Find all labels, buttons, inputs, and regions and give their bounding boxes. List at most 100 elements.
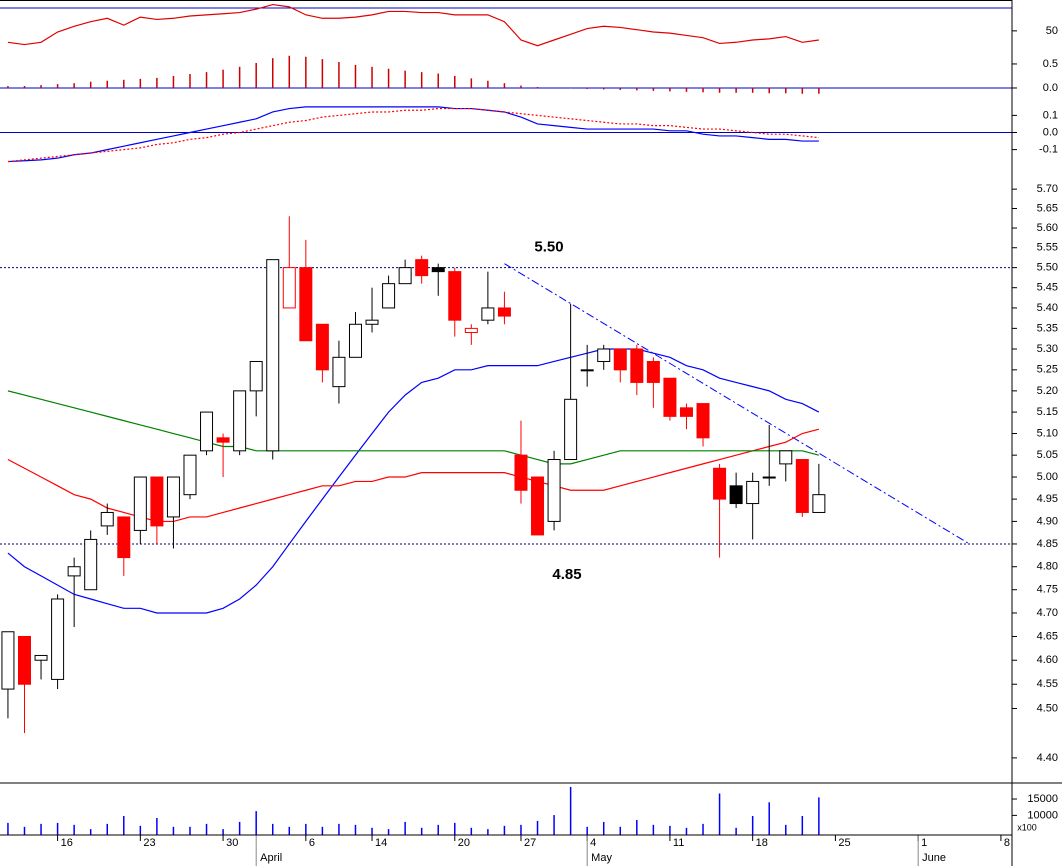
y-tick-label: 5.45: [1037, 282, 1058, 294]
y-tick-label: 4.80: [1037, 561, 1058, 573]
candle-body: [646, 360, 660, 383]
x-tick-label: 27: [524, 837, 536, 849]
candle-body: [597, 348, 611, 362]
series-line: [7, 390, 820, 465]
month-label: April: [260, 852, 282, 864]
x-tick-label: 1: [921, 837, 927, 849]
candle-body: [365, 319, 379, 325]
candle-body: [713, 467, 727, 500]
y-tick-label: 4.60: [1037, 654, 1058, 666]
y-tick-label: 5.30: [1037, 343, 1058, 355]
trendline: [504, 263, 970, 545]
candle-body: [415, 259, 429, 277]
candle-body: [332, 356, 346, 388]
x-tick-label: 14: [375, 837, 387, 849]
y-tick-label: 15000: [1027, 793, 1058, 805]
candle-body: [481, 307, 495, 321]
candle-body: [233, 390, 247, 452]
y-tick-label: 4.50: [1037, 702, 1058, 714]
candle-body: [100, 511, 114, 527]
x-tick-label: 16: [61, 837, 73, 849]
y-tick-label: 0.5: [1043, 58, 1058, 70]
y-tick-label: 5.40: [1037, 302, 1058, 314]
candle-body: [315, 323, 329, 371]
candle-body: [679, 407, 693, 417]
y-tick-label: 5.70: [1037, 183, 1058, 195]
candle-body: [564, 398, 578, 461]
candle-body: [464, 327, 478, 333]
candle-body: [266, 259, 280, 452]
candle-body: [448, 271, 462, 321]
candle-body: [51, 598, 65, 680]
x-tick-label: 18: [756, 837, 768, 849]
candle-body: [382, 283, 396, 309]
y-tick-label: 4.55: [1037, 678, 1058, 690]
candle-body: [1, 631, 15, 690]
candle-body: [547, 459, 561, 522]
candle-body: [762, 476, 776, 479]
candle-body: [299, 267, 313, 342]
line-label: 4.85: [552, 566, 581, 583]
y-tick-label: 5.15: [1037, 406, 1058, 418]
candle-body: [514, 454, 528, 491]
candle-body: [779, 450, 793, 465]
y-tick-label: 10000: [1027, 809, 1058, 821]
y-tick-label: 0.0: [1043, 82, 1058, 94]
x-tick-label: 23: [143, 837, 155, 849]
candle-body: [746, 480, 760, 505]
y-tick-label: 4.70: [1037, 607, 1058, 619]
candle-body: [216, 437, 230, 443]
y-tick-label: 5.10: [1037, 427, 1058, 439]
candle-body: [67, 566, 81, 577]
y-tick-label: 4.95: [1037, 493, 1058, 505]
candle-body: [431, 267, 445, 273]
candle-body: [812, 494, 826, 513]
candle-body: [795, 459, 809, 513]
candle-body: [630, 348, 644, 383]
y-tick-label: 5.00: [1037, 471, 1058, 483]
y-tick-label: 5.50: [1037, 262, 1058, 274]
candle-body: [183, 454, 197, 496]
candle-body: [166, 476, 180, 518]
y-tick-label: 5.25: [1037, 364, 1058, 376]
y-tick-label: 50: [1046, 25, 1058, 37]
y-tick-label: 0.1: [1043, 109, 1058, 121]
x-tick-label: 20: [458, 837, 470, 849]
series-line: [7, 107, 819, 163]
candle-body: [133, 476, 147, 531]
candle-body: [398, 267, 412, 285]
x-tick-label: 25: [838, 837, 850, 849]
x-tick-label: 11: [673, 837, 684, 849]
y-tick-label: 4.85: [1037, 538, 1058, 550]
series-line: [7, 348, 820, 614]
candle-body: [84, 538, 98, 591]
candle-body: [282, 267, 296, 309]
candle-body: [613, 348, 627, 371]
candle-body: [117, 516, 131, 559]
month-label: June: [922, 852, 946, 864]
y-tick-label: 4.40: [1037, 752, 1058, 764]
candle-body: [34, 654, 48, 661]
y-tick-label: -0.1: [1039, 144, 1058, 156]
candle-body: [348, 323, 362, 358]
y-tick-label: 5.55: [1037, 242, 1058, 254]
y-tick-label: 5.60: [1037, 222, 1058, 234]
x-tick-label: 6: [309, 837, 315, 849]
candle-body: [663, 377, 677, 417]
y-tick-label: 4.90: [1037, 515, 1058, 527]
series-line: [7, 106, 819, 163]
y-tick-label: 0.0: [1043, 126, 1058, 138]
series-line: [7, 3, 819, 47]
candle-body: [580, 369, 594, 372]
y-tick-label: 4.75: [1037, 584, 1058, 596]
candle-body: [249, 360, 263, 392]
candle-body: [150, 476, 164, 527]
y-tick-label: 5.65: [1037, 202, 1058, 214]
line-label: 5.50: [534, 239, 563, 256]
candle-body: [200, 411, 214, 452]
x-tick-label: 8: [1004, 837, 1010, 849]
month-label: May: [591, 852, 612, 864]
